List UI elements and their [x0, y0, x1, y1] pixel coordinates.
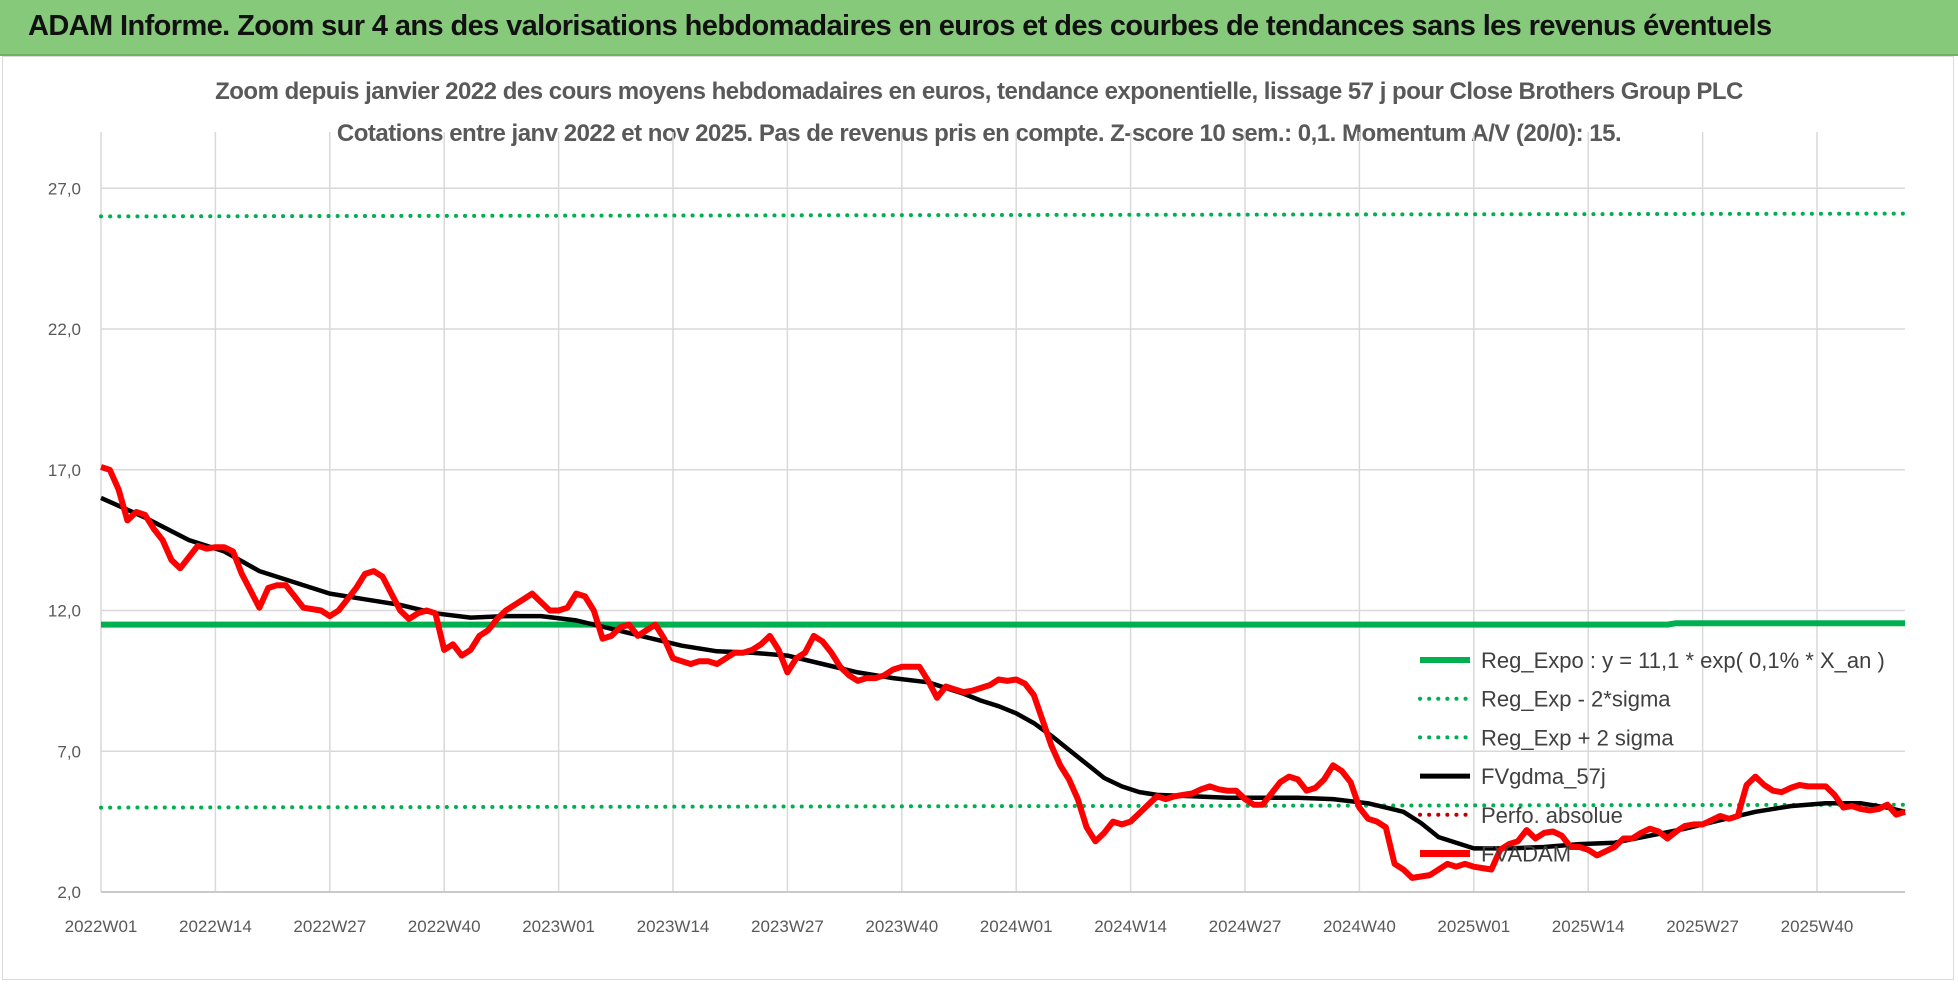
legend-label: Reg_Exp - 2*sigma — [1481, 687, 1671, 712]
x-tick-label: 2024W01 — [980, 917, 1053, 936]
x-tick-label: 2025W14 — [1552, 917, 1625, 936]
x-tick-label: 2023W14 — [637, 917, 710, 936]
series-line-fvadam — [100, 464, 1906, 881]
legend-label: FVADAM — [1481, 842, 1571, 867]
legend-label: Reg_Expo : y = 11,1 * exp( 0,1% * X_an ) — [1481, 648, 1885, 673]
banner-title: ADAM Informe. Zoom sur 4 ans des valoris… — [28, 10, 1772, 42]
legend-label: Perfo. absolue — [1481, 803, 1623, 828]
x-tick-label: 2024W14 — [1094, 917, 1167, 936]
legend-label: Reg_Exp + 2 sigma — [1481, 725, 1674, 750]
y-tick-label: 17,0 — [48, 461, 81, 480]
x-tick-label: 2025W27 — [1666, 917, 1739, 936]
x-tick-label: 2024W40 — [1323, 917, 1396, 936]
x-tick-label: 2025W40 — [1781, 917, 1854, 936]
x-tick-label: 2023W27 — [751, 917, 824, 936]
x-tick-label: 2025W01 — [1437, 917, 1510, 936]
series-line-reg-expo — [101, 620, 1905, 628]
y-tick-label: 27,0 — [48, 179, 81, 198]
x-tick-label: 2022W14 — [179, 917, 252, 936]
y-tick-label: 12,0 — [48, 602, 81, 621]
y-tick-label: 7,0 — [57, 742, 81, 761]
chart-frame — [2, 56, 1954, 980]
chart-subtitle: Cotations entre janv 2022 et nov 2025. P… — [336, 120, 1622, 147]
x-tick-label: 2022W40 — [408, 917, 481, 936]
x-tick-label: 2023W01 — [522, 917, 595, 936]
x-tick-label: 2023W40 — [865, 917, 938, 936]
legend-label: FVgdma_57j — [1481, 764, 1606, 789]
series-line-reg-exp-plus-2sigma — [99, 211, 1907, 219]
series-line-reg-exp-minus-2sigma — [99, 802, 1907, 810]
x-tick-label: 2022W01 — [65, 917, 138, 936]
y-tick-label: 2,0 — [57, 883, 81, 902]
chart-title: Zoom depuis janvier 2022 des cours moyen… — [215, 78, 1743, 105]
x-tick-label: 2022W27 — [293, 917, 366, 936]
x-tick-label: 2024W27 — [1209, 917, 1282, 936]
banner: ADAM Informe. Zoom sur 4 ans des valoris… — [0, 0, 1958, 56]
series-line-fvgdma-57j — [100, 495, 1906, 851]
y-tick-label: 22,0 — [48, 320, 81, 339]
